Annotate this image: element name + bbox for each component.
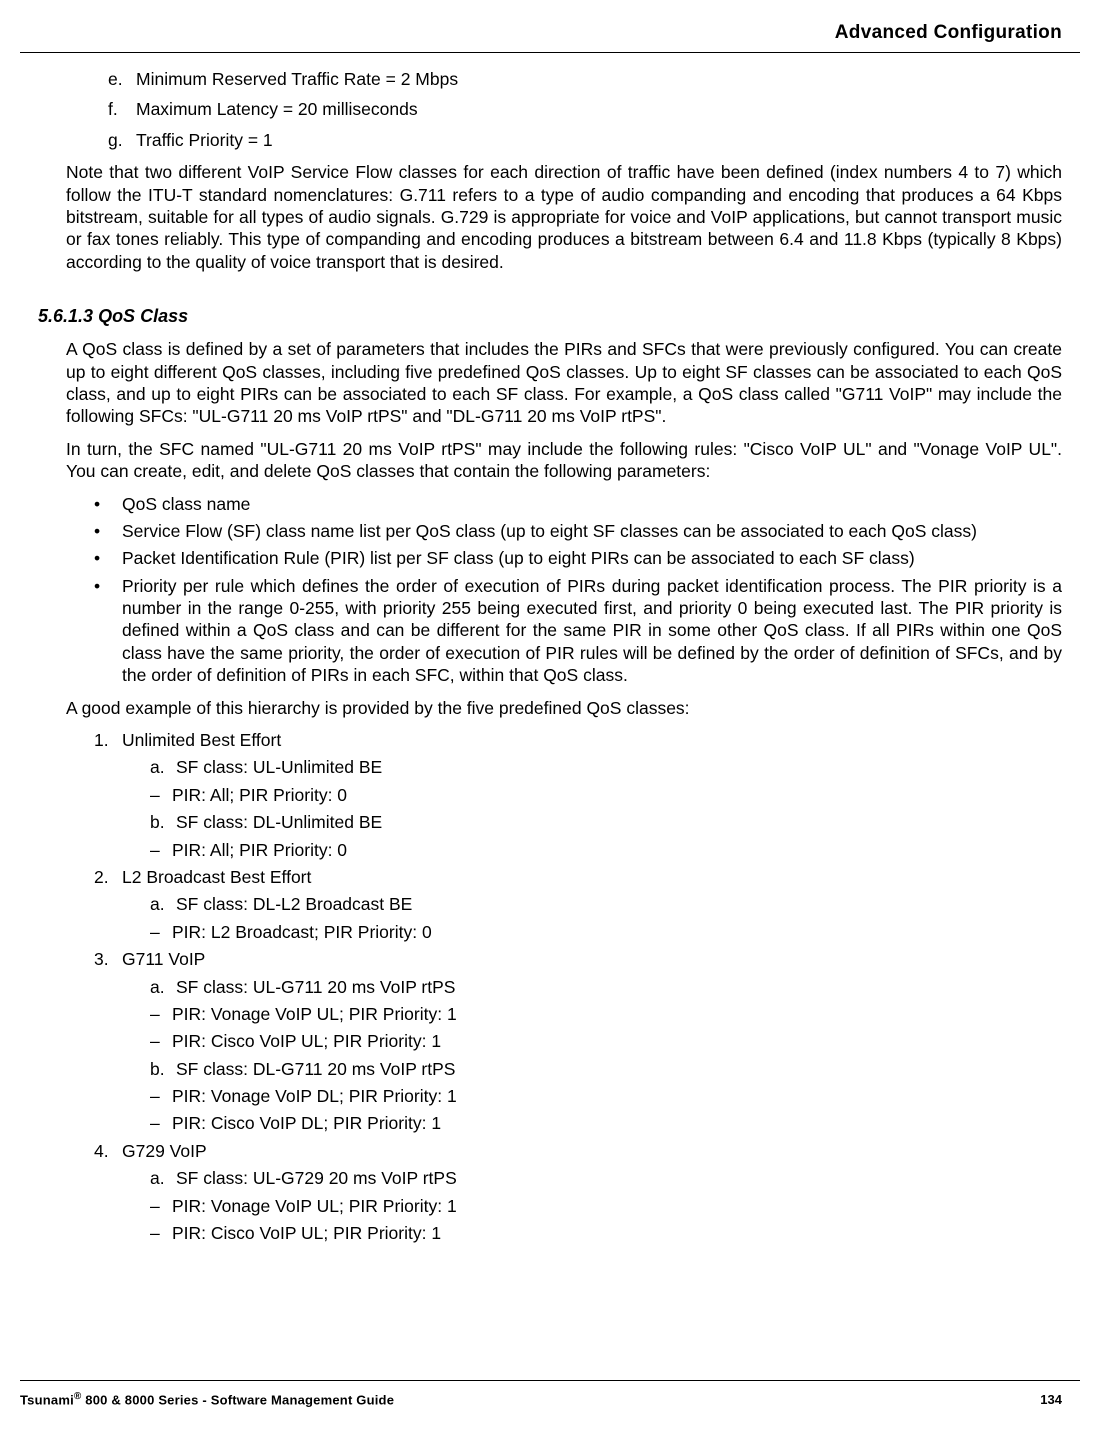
sub-marker: a.: [150, 1167, 176, 1189]
lettered-marker: e.: [108, 68, 136, 90]
page: Advanced Configuration e.Minimum Reserve…: [0, 0, 1100, 1429]
lettered-item: g.Traffic Priority = 1: [108, 129, 1062, 151]
dash-item: PIR: Vonage VoIP UL; PIR Priority: 1: [150, 1003, 1062, 1025]
section-paragraph: A QoS class is defined by a set of param…: [66, 338, 1062, 428]
dash-item: PIR: All; PIR Priority: 0: [150, 839, 1062, 861]
sub-item: a.SF class: UL-G729 20 ms VoIP rtPS: [150, 1167, 1062, 1189]
numbered-label: G711 VoIP: [122, 949, 205, 969]
numbered-item: L2 Broadcast Best Effort a.SF class: DL-…: [94, 866, 1062, 943]
sub-text: SF class: UL-G711 20 ms VoIP rtPS: [176, 977, 455, 997]
note-paragraph: Note that two different VoIP Service Flo…: [66, 161, 1062, 273]
numbered-label: Unlimited Best Effort: [122, 730, 281, 750]
content-area: e.Minimum Reserved Traffic Rate = 2 Mbps…: [38, 68, 1062, 1249]
footer-page-number: 134: [1040, 1392, 1062, 1407]
lettered-text: Minimum Reserved Traffic Rate = 2 Mbps: [136, 69, 458, 89]
dash-item: PIR: Cisco VoIP UL; PIR Priority: 1: [150, 1222, 1062, 1244]
bullet-item: Packet Identification Rule (PIR) list pe…: [94, 547, 1062, 569]
lettered-text: Maximum Latency = 20 milliseconds: [136, 99, 418, 119]
bullet-item: Service Flow (SF) class name list per Qo…: [94, 520, 1062, 542]
section-title: QoS Class: [98, 306, 188, 326]
dash-item: PIR: Cisco VoIP DL; PIR Priority: 1: [150, 1112, 1062, 1134]
bullet-list: QoS class name Service Flow (SF) class n…: [94, 493, 1062, 687]
header-rule: [20, 52, 1080, 53]
dash-item: PIR: Cisco VoIP UL; PIR Priority: 1: [150, 1030, 1062, 1052]
numbered-label: L2 Broadcast Best Effort: [122, 867, 311, 887]
sub-item: b.SF class: DL-G711 20 ms VoIP rtPS: [150, 1058, 1062, 1080]
bullet-item: Priority per rule which defines the orde…: [94, 575, 1062, 687]
lettered-item: e.Minimum Reserved Traffic Rate = 2 Mbps: [108, 68, 1062, 90]
section-heading: 5.6.1.3 QoS Class: [38, 305, 1062, 328]
sub-text: SF class: UL-G729 20 ms VoIP rtPS: [176, 1168, 457, 1188]
sub-text: SF class: DL-Unlimited BE: [176, 812, 382, 832]
page-header-title: Advanced Configuration: [835, 22, 1062, 44]
sub-text: SF class: UL-Unlimited BE: [176, 757, 382, 777]
lettered-text: Traffic Priority = 1: [136, 130, 273, 150]
footer-brand-suffix: 800 & 8000 Series - Software Management …: [81, 1392, 394, 1407]
sub-marker: a.: [150, 756, 176, 778]
section-paragraph: In turn, the SFC named "UL-G711 20 ms Vo…: [66, 438, 1062, 483]
numbered-list: Unlimited Best Effort a.SF class: UL-Unl…: [94, 729, 1062, 1244]
numbered-item: G729 VoIP a.SF class: UL-G729 20 ms VoIP…: [94, 1140, 1062, 1245]
dash-item: PIR: All; PIR Priority: 0: [150, 784, 1062, 806]
numbered-item: Unlimited Best Effort a.SF class: UL-Unl…: [94, 729, 1062, 861]
dash-item: PIR: Vonage VoIP DL; PIR Priority: 1: [150, 1085, 1062, 1107]
sub-item: a.SF class: DL-L2 Broadcast BE: [150, 893, 1062, 915]
sub-item: b.SF class: DL-Unlimited BE: [150, 811, 1062, 833]
bullet-item: QoS class name: [94, 493, 1062, 515]
numbered-label: G729 VoIP: [122, 1141, 207, 1161]
footer-left: Tsunami® 800 & 8000 Series - Software Ma…: [20, 1391, 394, 1407]
sub-marker: b.: [150, 811, 176, 833]
numbered-item: G711 VoIP a.SF class: UL-G711 20 ms VoIP…: [94, 948, 1062, 1135]
dash-item: PIR: Vonage VoIP UL; PIR Priority: 1: [150, 1195, 1062, 1217]
section-paragraph: A good example of this hierarchy is prov…: [66, 697, 1062, 719]
lettered-marker: g.: [108, 129, 136, 151]
sub-text: SF class: DL-L2 Broadcast BE: [176, 894, 412, 914]
sub-marker: a.: [150, 893, 176, 915]
lettered-item: f.Maximum Latency = 20 milliseconds: [108, 98, 1062, 120]
footer-brand-prefix: Tsunami: [20, 1392, 74, 1407]
lettered-marker: f.: [108, 98, 136, 120]
sub-text: SF class: DL-G711 20 ms VoIP rtPS: [176, 1059, 455, 1079]
sub-marker: b.: [150, 1058, 176, 1080]
sub-item: a.SF class: UL-G711 20 ms VoIP rtPS: [150, 976, 1062, 998]
dash-item: PIR: L2 Broadcast; PIR Priority: 0: [150, 921, 1062, 943]
sub-marker: a.: [150, 976, 176, 998]
section-number: 5.6.1.3: [38, 306, 93, 326]
sub-item: a.SF class: UL-Unlimited BE: [150, 756, 1062, 778]
footer-rule: [20, 1380, 1080, 1381]
